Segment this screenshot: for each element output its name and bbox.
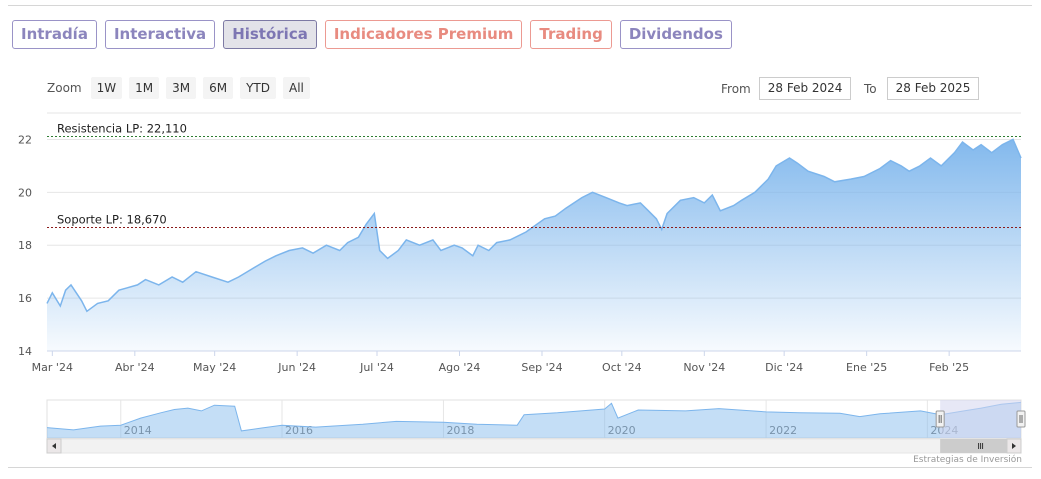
x-tick-label: Ene '25 (846, 361, 887, 374)
y-tick-label: 22 (18, 133, 32, 146)
chart-tabs: Intradía Interactiva Histórica Indicador… (12, 20, 732, 49)
navigator-left-handle[interactable] (935, 410, 945, 428)
zoom-selector: Zoom 1W 1M 3M 6M YTD All (47, 77, 310, 99)
x-tick-label: Jun '24 (277, 361, 316, 374)
navigator-year-label: 2022 (769, 424, 797, 437)
y-tick-label: 18 (18, 239, 32, 252)
arrow-right-icon (1012, 443, 1016, 449)
date-range-to: To 28 Feb 2025 (864, 77, 980, 100)
zoom-6m-button[interactable]: 6M (203, 77, 234, 99)
zoom-ytd-button[interactable]: YTD (240, 77, 276, 99)
scrollbar-grip (978, 443, 984, 449)
navigator-area (47, 402, 1021, 438)
y-tick-label: 14 (18, 345, 32, 358)
tab-indicadores-premium[interactable]: Indicadores Premium (324, 20, 523, 49)
tab-interactiva[interactable]: Interactiva (104, 20, 216, 49)
x-tick-label: May '24 (193, 361, 236, 374)
from-date-input[interactable]: 28 Feb 2024 (758, 77, 852, 100)
tab-trading[interactable]: Trading (530, 20, 612, 49)
zoom-all-button[interactable]: All (283, 77, 310, 99)
x-tick-label: Feb '25 (929, 361, 969, 374)
zoom-1m-button[interactable]: 1M (129, 77, 160, 99)
y-tick-label: 16 (18, 292, 32, 305)
x-tick-label: Abr '24 (115, 361, 155, 374)
navigator-frame (46, 399, 1022, 439)
x-tick-label: Dic '24 (765, 361, 803, 374)
from-label: From (721, 81, 751, 96)
tab-dividendos[interactable]: Dividendos (619, 20, 732, 49)
zoom-1w-button[interactable]: 1W (90, 77, 123, 99)
to-date-input[interactable]: 28 Feb 2025 (886, 77, 980, 100)
chart-credits[interactable]: Estrategias de Inversión (913, 455, 1022, 465)
zoom-3m-button[interactable]: 3M (166, 77, 197, 99)
x-tick-label: Ago '24 (439, 361, 481, 374)
resistance-line-label: Resistencia LP: 22,110 (57, 122, 187, 136)
navigator-year-label: 2020 (608, 424, 636, 437)
support-line-label: Soporte LP: 18,670 (57, 213, 167, 227)
navigator-selection[interactable] (940, 400, 1021, 438)
navigator-year-label: 2014 (124, 424, 152, 437)
scroll-left-button[interactable] (46, 438, 62, 454)
series-area (47, 139, 1021, 351)
tab-intradia[interactable]: Intradía (12, 20, 97, 49)
navigator-line (46, 401, 1022, 432)
top-rule (8, 5, 1032, 6)
to-label: To (864, 81, 877, 96)
arrow-left-icon (52, 443, 56, 449)
scroll-right-button[interactable] (1006, 438, 1022, 454)
x-tick-label: Sep '24 (521, 361, 562, 374)
x-tick-label: Mar '24 (32, 361, 73, 374)
date-range-from: From 28 Feb 2024 (721, 77, 852, 100)
zoom-label: Zoom (47, 81, 82, 95)
x-tick-label: Nov '24 (683, 361, 725, 374)
bottom-rule (8, 467, 1032, 468)
tab-historica[interactable]: Histórica (223, 20, 317, 49)
x-tick-label: Oct '24 (602, 361, 642, 374)
series-line (46, 138, 1022, 313)
x-tick-label: Jul '24 (359, 361, 394, 374)
y-tick-label: 20 (18, 186, 32, 199)
navigator-right-handle[interactable] (1016, 410, 1026, 428)
navigator-year-label: 2018 (446, 424, 474, 437)
navigator-year-label: 2016 (285, 424, 313, 437)
scrollbar-track (46, 438, 1022, 454)
